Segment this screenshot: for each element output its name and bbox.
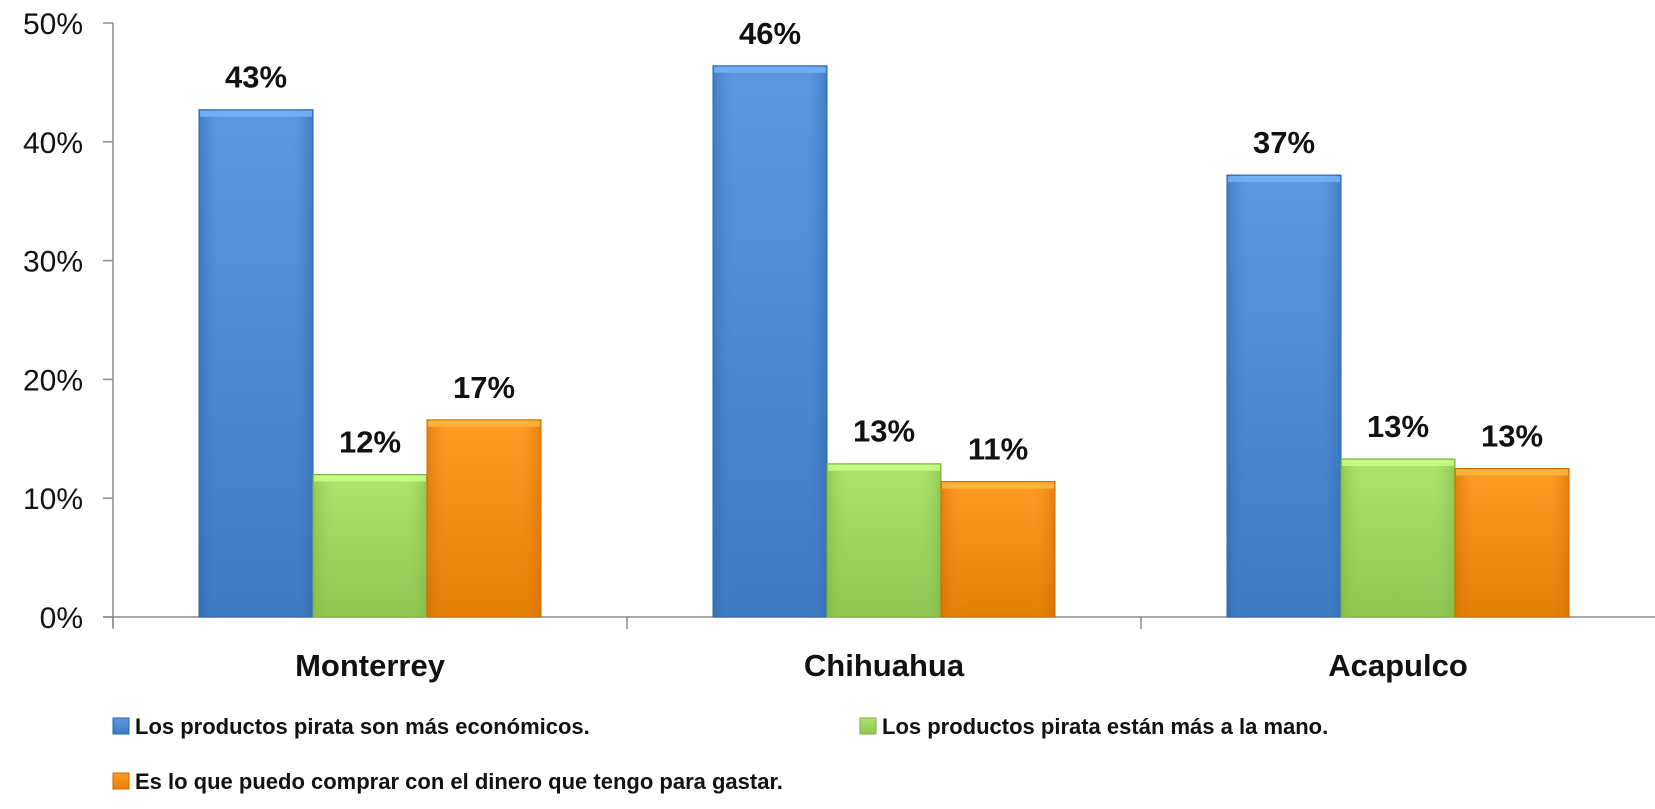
data-label-acapulco-series-2: 13% — [1367, 409, 1429, 444]
data-label-acapulco-series-3: 13% — [1481, 419, 1543, 454]
data-label-monterrey-series-2: 12% — [339, 424, 401, 459]
bar-monterrey-series-1 — [198, 109, 314, 618]
bar-acapulco-series-3 — [1454, 468, 1570, 618]
legend-swatch — [112, 717, 130, 735]
bar-shading — [1455, 468, 1569, 617]
bar-chihuahua-series-3 — [940, 481, 1056, 618]
bar-shading — [941, 481, 1055, 617]
y-tick-label: 0% — [40, 602, 83, 635]
legend-swatch — [112, 772, 130, 790]
data-label-monterrey-series-3: 17% — [453, 370, 515, 405]
data-label-chihuahua-series-2: 13% — [853, 414, 915, 449]
bar-bevel — [1342, 459, 1454, 466]
bars — [198, 65, 1570, 618]
bar-monterrey-series-2 — [312, 473, 428, 618]
category-label-chihuahua: Chihuahua — [804, 648, 965, 683]
data-label-monterrey-series-1: 43% — [225, 60, 287, 95]
legend-item-3: Es lo que puedo comprar con el dinero qu… — [112, 769, 783, 794]
bar-acapulco-series-1 — [1226, 174, 1342, 618]
legend-label: Los productos pirata están más a la mano… — [882, 714, 1328, 739]
data-label-acapulco-series-1: 37% — [1253, 125, 1315, 160]
category-label-monterrey: Monterrey — [295, 648, 446, 683]
bar-shading — [427, 419, 541, 617]
bar-bevel — [714, 66, 826, 73]
bar-bevel — [942, 482, 1054, 489]
bar-bevel — [1228, 176, 1340, 183]
bar-shading — [713, 65, 827, 617]
bar-bevel — [828, 464, 940, 471]
legend-label: Los productos pirata son más económicos. — [135, 714, 590, 739]
legend: Los productos pirata son más económicos.… — [112, 714, 1328, 794]
legend-swatch — [859, 717, 877, 735]
category-label-acapulco: Acapulco — [1328, 648, 1468, 683]
bar-bevel — [1456, 469, 1568, 476]
legend-label: Es lo que puedo comprar con el dinero qu… — [135, 769, 783, 794]
y-tick-label: 50% — [23, 8, 83, 41]
bar-shading — [313, 474, 427, 617]
bar-bevel — [428, 420, 540, 427]
y-tick-label: 40% — [23, 127, 83, 160]
y-tick-label: 20% — [23, 364, 83, 397]
bar-monterrey-series-3 — [426, 419, 542, 618]
bar-chihuahua-series-2 — [826, 463, 942, 618]
data-label-chihuahua-series-1: 46% — [739, 16, 801, 51]
bar-chihuahua-series-1 — [712, 65, 828, 618]
bar-acapulco-series-2 — [1340, 458, 1456, 618]
bar-shading — [1227, 175, 1341, 617]
bar-shading — [1341, 458, 1455, 617]
bar-bevel — [314, 475, 426, 482]
bar-bevel — [200, 110, 312, 117]
legend-item-1: Los productos pirata son más económicos. — [112, 714, 590, 739]
axes: 0% 10% 20% 30% 40% 50% Monterrey Chihuahua Acapu… — [23, 8, 1655, 683]
bar-shading — [827, 463, 941, 617]
data-label-chihuahua-series-3: 11% — [968, 432, 1028, 467]
bar-shading — [199, 109, 313, 617]
y-tick-label: 30% — [23, 246, 83, 279]
data-labels: 43% 12% 17% 46% 13% 11% 37% 13% 13% — [225, 16, 1543, 467]
legend-item-2: Los productos pirata están más a la mano… — [859, 714, 1328, 739]
y-tick-label: 10% — [23, 483, 83, 516]
